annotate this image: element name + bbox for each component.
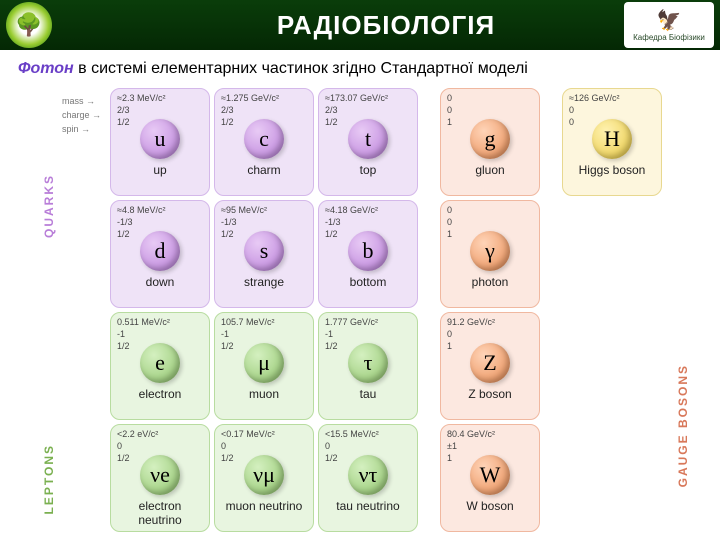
particle-tile-g: 001 g gluon	[440, 88, 540, 196]
particle-mass: 0.511 MeV/c²	[117, 317, 203, 329]
particle-symbol: u	[140, 119, 180, 159]
particle-props: 01/2	[221, 441, 234, 464]
particle-symbol: e	[140, 343, 180, 383]
particle-props: 2/31/2	[221, 105, 234, 128]
header-bar: 🌳 РАДІОБІОЛОГІЯ 🦅 Кафедра Біофізики	[0, 0, 720, 50]
particle-symbol: τ	[348, 343, 388, 383]
particle-props: ±11	[447, 441, 457, 464]
label-quarks: QUARKS	[42, 174, 56, 238]
particle-mass: ≈173.07 GeV/c²	[325, 93, 411, 105]
particle-tile-mu: 105.7 MeV/c²-11/2 μ muon	[214, 312, 314, 420]
subtitle-text: в системі елементарних частинок згідно С…	[74, 60, 528, 77]
particle-tile-s: ≈95 MeV/c²-1/31/2 s strange	[214, 200, 314, 308]
particle-name: gluon	[447, 163, 533, 177]
particle-symbol: g	[470, 119, 510, 159]
particle-symbol: νμ	[244, 455, 284, 495]
particle-symbol: Z	[470, 343, 510, 383]
particle-mass: ≈2.3 MeV/c²	[117, 93, 203, 105]
particle-mass: ≈126 GeV/c²	[569, 93, 655, 105]
particle-name: strange	[221, 275, 307, 289]
particle-name: photon	[447, 275, 533, 289]
particle-tile-vtau: <15.5 MeV/c²01/2 ντ tau neutrino	[318, 424, 418, 532]
particle-name: electron	[117, 387, 203, 401]
particle-tile-e: 0.511 MeV/c²-11/2 e electron	[110, 312, 210, 420]
department-logo: 🦅 Кафедра Біофізики	[624, 2, 714, 48]
particle-mass: ≈4.18 GeV/c²	[325, 205, 411, 217]
particle-name: W boson	[447, 499, 533, 513]
particle-tile-vmu: <0.17 MeV/c²01/2 νμ muon neutrino	[214, 424, 314, 532]
particle-tile-b: ≈4.18 GeV/c²-1/31/2 b bottom	[318, 200, 418, 308]
subtitle-emphasis: Фотон	[18, 60, 74, 77]
particle-tile-tau: 1.777 GeV/c²-11/2 τ tau	[318, 312, 418, 420]
particle-name: muon neutrino	[221, 499, 307, 513]
particle-tile-t: ≈173.07 GeV/c²2/31/2 t top	[318, 88, 418, 196]
particle-props: 01	[447, 329, 452, 352]
particle-props: 2/31/2	[325, 105, 338, 128]
particle-props: 00	[569, 105, 574, 128]
particle-props: 01	[447, 217, 452, 240]
particle-props: 2/31/2	[117, 105, 130, 128]
particle-props: 01/2	[325, 441, 338, 464]
particle-tile-ph: 001 γ photon	[440, 200, 540, 308]
particle-name: Z boson	[447, 387, 533, 401]
page-title: РАДІОБІОЛОГІЯ	[52, 10, 720, 41]
particle-name: electron neutrino	[117, 499, 203, 527]
particle-props: 01	[447, 105, 452, 128]
particle-name: bottom	[325, 275, 411, 289]
label-leptons: LEPTONS	[42, 444, 56, 514]
particle-mass: ≈4.8 MeV/c²	[117, 205, 203, 217]
particle-symbol: c	[244, 119, 284, 159]
row-header-labels: mass → charge → spin →	[62, 94, 101, 136]
particle-mass: <15.5 MeV/c²	[325, 429, 411, 441]
particle-symbol: s	[244, 231, 284, 271]
particle-symbol: νe	[140, 455, 180, 495]
particle-tile-c: ≈1.275 GeV/c²2/31/2 c charm	[214, 88, 314, 196]
particle-mass: 1.777 GeV/c²	[325, 317, 411, 329]
particle-name: up	[117, 163, 203, 177]
particle-symbol: W	[470, 455, 510, 495]
particle-symbol: t	[348, 119, 388, 159]
particle-props: -1/31/2	[221, 217, 237, 240]
particle-symbol: d	[140, 231, 180, 271]
particle-symbol: b	[348, 231, 388, 271]
particle-name: muon	[221, 387, 307, 401]
particle-tile-Z: 91.2 GeV/c²01 Z Z boson	[440, 312, 540, 420]
particle-tile-H: ≈126 GeV/c²00 H Higgs boson	[562, 88, 662, 196]
particle-symbol: H	[592, 119, 632, 159]
particle-mass: <0.17 MeV/c²	[221, 429, 307, 441]
particle-mass: 0	[447, 205, 533, 217]
institute-logo: 🌳	[6, 2, 52, 48]
particle-name: Higgs boson	[569, 163, 655, 177]
particle-name: charm	[221, 163, 307, 177]
particle-tile-u: ≈2.3 MeV/c²2/31/2 u up	[110, 88, 210, 196]
particle-mass: <2.2 eV/c²	[117, 429, 203, 441]
particle-grid-wrap: mass → charge → spin → QUARKS LEPTONS GA…	[0, 84, 720, 532]
particle-tile-ve: <2.2 eV/c²01/2 νe electron neutrino	[110, 424, 210, 532]
particle-name: down	[117, 275, 203, 289]
particle-props: -11/2	[325, 329, 338, 352]
particle-props: 01/2	[117, 441, 130, 464]
subtitle: Фотон в системі елементарних частинок зг…	[0, 50, 720, 84]
particle-props: -1/31/2	[325, 217, 341, 240]
particle-mass: 0	[447, 93, 533, 105]
particle-symbol: ντ	[348, 455, 388, 495]
particle-grid: ≈2.3 MeV/c²2/31/2uup≈1.275 GeV/c²2/31/2c…	[110, 88, 660, 532]
label-gauge-bosons: GAUGE BOSONS	[676, 364, 690, 487]
particle-symbol: μ	[244, 343, 284, 383]
particle-mass: ≈1.275 GeV/c²	[221, 93, 307, 105]
particle-name: tau	[325, 387, 411, 401]
particle-name: tau neutrino	[325, 499, 411, 513]
particle-mass: 91.2 GeV/c²	[447, 317, 533, 329]
particle-symbol: γ	[470, 231, 510, 271]
particle-name: top	[325, 163, 411, 177]
particle-props: -11/2	[221, 329, 234, 352]
particle-mass: 80.4 GeV/c²	[447, 429, 533, 441]
particle-tile-d: ≈4.8 MeV/c²-1/31/2 d down	[110, 200, 210, 308]
particle-mass: 105.7 MeV/c²	[221, 317, 307, 329]
particle-tile-W: 80.4 GeV/c²±11 W W boson	[440, 424, 540, 532]
particle-props: -11/2	[117, 329, 130, 352]
particle-props: -1/31/2	[117, 217, 133, 240]
particle-mass: ≈95 MeV/c²	[221, 205, 307, 217]
